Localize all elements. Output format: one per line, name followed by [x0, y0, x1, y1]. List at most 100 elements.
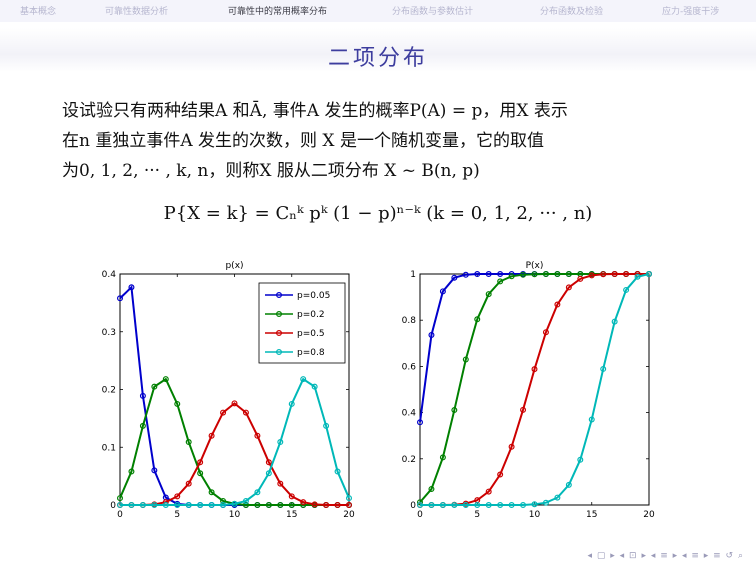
y-tick-label: 0.2 — [402, 455, 416, 465]
data-point-p=0.5 — [497, 471, 504, 478]
binomial-formula: P{X = k} = Cₙᵏ pᵏ (1 − p)ⁿ⁻ᵏ (k = 0, 1, … — [163, 203, 593, 224]
nav-item-1[interactable]: 基本概念 — [20, 7, 57, 17]
data-point-p=0.2 — [117, 495, 124, 502]
data-point-p=0.8 — [231, 500, 238, 507]
data-point-p=0.8 — [242, 497, 249, 504]
x-tick-label: 5 — [174, 510, 180, 520]
plot-area-1 — [419, 273, 650, 506]
data-point-p=0.8 — [554, 494, 561, 501]
data-point-p=0.8 — [462, 502, 469, 509]
data-point-p=0.5 — [623, 271, 630, 278]
paragraph-line-2: 在n 重独立事件A 发生的次数，则 X 是一个随机变量，它的取值 — [62, 131, 544, 151]
nav-item-3[interactable]: 可靠性中的常用概率分布 — [228, 7, 328, 17]
pmf-chart: p(x) 0 5 10 15 20 0 0.1 0.2 0.3 0.4 p=0.05 p=0.2 p=0.… — [102, 261, 355, 520]
data-point-p=0.5 — [588, 272, 595, 279]
data-point-p=0.2 — [531, 271, 538, 278]
data-point-p=0.5 — [508, 443, 515, 450]
nav-item-4[interactable]: 分布函数与参数估计 — [392, 7, 474, 17]
data-point-p=0.05 — [451, 274, 458, 281]
data-point-p=0.8 — [565, 481, 572, 488]
data-point-p=0.8 — [531, 501, 538, 508]
data-point-p=0.5 — [346, 502, 353, 509]
data-point-p=0.8 — [646, 271, 653, 278]
data-point-p=0.8 — [497, 502, 504, 509]
data-point-p=0.5 — [220, 409, 227, 416]
data-point-p=0.05 — [439, 288, 446, 295]
x-tick-label: 5 — [474, 510, 480, 520]
data-point-p=0.2 — [197, 470, 204, 477]
data-point-p=0.2 — [208, 489, 215, 496]
y-tick-label: 0.2 — [102, 386, 116, 396]
data-point-p=0.8 — [520, 502, 527, 509]
data-point-p=0.05 — [117, 295, 124, 302]
data-point-p=0.05 — [417, 419, 424, 426]
data-point-p=0.2 — [485, 291, 492, 298]
data-point-p=0.5 — [577, 275, 584, 282]
series-line-p=0.8 — [420, 273, 650, 506]
nav-item-6[interactable]: 应力-强度干涉 — [662, 7, 720, 17]
data-point-p=0.8 — [417, 502, 424, 509]
series-line-p=0.5 — [120, 402, 349, 506]
y-tick-label: 0 — [410, 501, 416, 511]
definition-paragraph: 设试验只有两种结果A 和Ā, 事件A 发生的概率P(A) = p，用X 表示 在… — [62, 96, 702, 186]
data-point-p=0.5 — [554, 301, 561, 308]
data-point-p=0.2 — [151, 383, 158, 390]
data-point-p=0.8 — [139, 502, 146, 509]
data-point-p=0.2 — [542, 271, 549, 278]
data-point-p=0.8 — [277, 439, 284, 446]
data-point-p=0.05 — [497, 271, 504, 278]
data-point-p=0.2 — [520, 271, 527, 278]
data-point-p=0.5 — [311, 501, 318, 508]
data-point-p=0.5 — [323, 502, 330, 509]
data-point-p=0.2 — [497, 278, 504, 285]
series-line-p=0.8 — [120, 377, 350, 506]
data-point-p=0.8 — [265, 470, 272, 477]
nav-item-5[interactable]: 分布函数及检验 — [540, 7, 604, 17]
data-point-p=0.8 — [151, 502, 158, 509]
data-point-p=0.5 — [254, 432, 261, 439]
data-point-p=0.05 — [128, 284, 135, 291]
data-point-p=0.2 — [277, 502, 284, 509]
data-point-p=0.2 — [139, 422, 146, 429]
data-point-p=0.5 — [600, 271, 607, 278]
data-point-p=0.5 — [197, 459, 204, 466]
data-point-p=0.2 — [439, 454, 446, 461]
x-tick-label: 20 — [643, 510, 655, 520]
data-point-p=0.8 — [542, 499, 549, 506]
data-point-p=0.2 — [554, 271, 561, 278]
data-point-p=0.8 — [588, 416, 595, 423]
data-point-p=0.8 — [451, 502, 458, 509]
legend-box — [258, 282, 346, 364]
data-point-p=0.8 — [623, 286, 630, 293]
data-point-p=0.5 — [174, 493, 181, 500]
data-point-p=0.8 — [174, 502, 181, 509]
x-tick-label: 0 — [417, 510, 423, 520]
data-point-p=0.5 — [231, 400, 238, 407]
data-point-p=0.5 — [288, 493, 295, 500]
slide-title: 二项分布 — [327, 46, 428, 71]
data-point-p=0.05 — [485, 271, 492, 278]
x-tick-label: 10 — [229, 510, 241, 520]
data-point-p=0.5 — [300, 499, 307, 506]
data-point-p=0.8 — [323, 422, 330, 429]
data-point-p=0.8 — [311, 383, 318, 390]
data-point-p=0.2 — [565, 271, 572, 278]
y-tick-label: 0 — [110, 501, 116, 511]
data-point-p=0.8 — [508, 502, 515, 509]
legend-label: p=0.5 — [297, 329, 325, 339]
data-point-p=0.2 — [220, 497, 227, 504]
beamer-navigation-controls[interactable]: ◂ ▢ ▸ ◂ ⊡ ▸ ◂ ≡ ▸ ◂ ≡ ▸ ≡ ↺ ⌕ — [587, 551, 744, 561]
data-point-p=0.5 — [565, 284, 572, 291]
data-point-p=0.8 — [474, 502, 481, 509]
data-point-p=0.8 — [334, 468, 341, 475]
data-point-p=0.05 — [151, 467, 158, 474]
data-point-p=0.8 — [162, 502, 169, 509]
nav-item-2[interactable]: 可靠性数据分析 — [105, 7, 169, 17]
data-point-p=0.8 — [220, 502, 227, 509]
legend-marker — [276, 329, 283, 336]
data-point-p=0.8 — [300, 376, 307, 383]
legend-label: p=0.05 — [297, 291, 330, 301]
data-point-p=0.8 — [634, 273, 641, 280]
paragraph-line-1: 设试验只有两种结果A 和Ā, 事件A 发生的概率P(A) = p，用X 表示 — [62, 101, 568, 121]
data-point-p=0.2 — [451, 407, 458, 414]
